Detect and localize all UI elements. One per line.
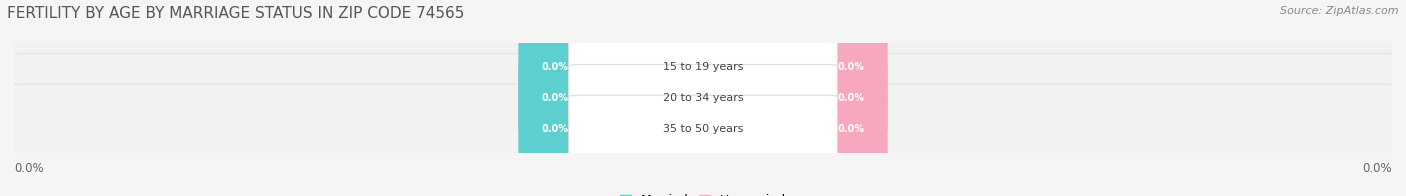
FancyBboxPatch shape [568,34,838,101]
FancyBboxPatch shape [10,85,1396,172]
FancyBboxPatch shape [10,54,1396,142]
Text: 0.0%: 0.0% [541,62,568,72]
FancyBboxPatch shape [568,64,838,132]
Text: FERTILITY BY AGE BY MARRIAGE STATUS IN ZIP CODE 74565: FERTILITY BY AGE BY MARRIAGE STATUS IN Z… [7,6,464,21]
Legend: Married, Unmarried: Married, Unmarried [620,194,786,196]
Text: 0.0%: 0.0% [541,124,568,134]
FancyBboxPatch shape [0,22,1406,113]
Text: 0.0%: 0.0% [14,162,44,175]
Text: 0.0%: 0.0% [541,93,568,103]
Text: Source: ZipAtlas.com: Source: ZipAtlas.com [1281,6,1399,16]
Text: 35 to 50 years: 35 to 50 years [662,124,744,134]
Text: 0.0%: 0.0% [838,93,865,103]
Text: 0.0%: 0.0% [838,62,865,72]
FancyBboxPatch shape [519,95,592,162]
FancyBboxPatch shape [10,24,1396,111]
Text: 0.0%: 0.0% [838,124,865,134]
FancyBboxPatch shape [814,95,887,162]
Text: 20 to 34 years: 20 to 34 years [662,93,744,103]
FancyBboxPatch shape [519,64,592,132]
FancyBboxPatch shape [814,64,887,132]
FancyBboxPatch shape [0,53,1406,143]
FancyBboxPatch shape [814,34,887,101]
FancyBboxPatch shape [519,34,592,101]
FancyBboxPatch shape [568,95,838,162]
Text: 15 to 19 years: 15 to 19 years [662,62,744,72]
Text: 0.0%: 0.0% [1362,162,1392,175]
FancyBboxPatch shape [0,83,1406,174]
